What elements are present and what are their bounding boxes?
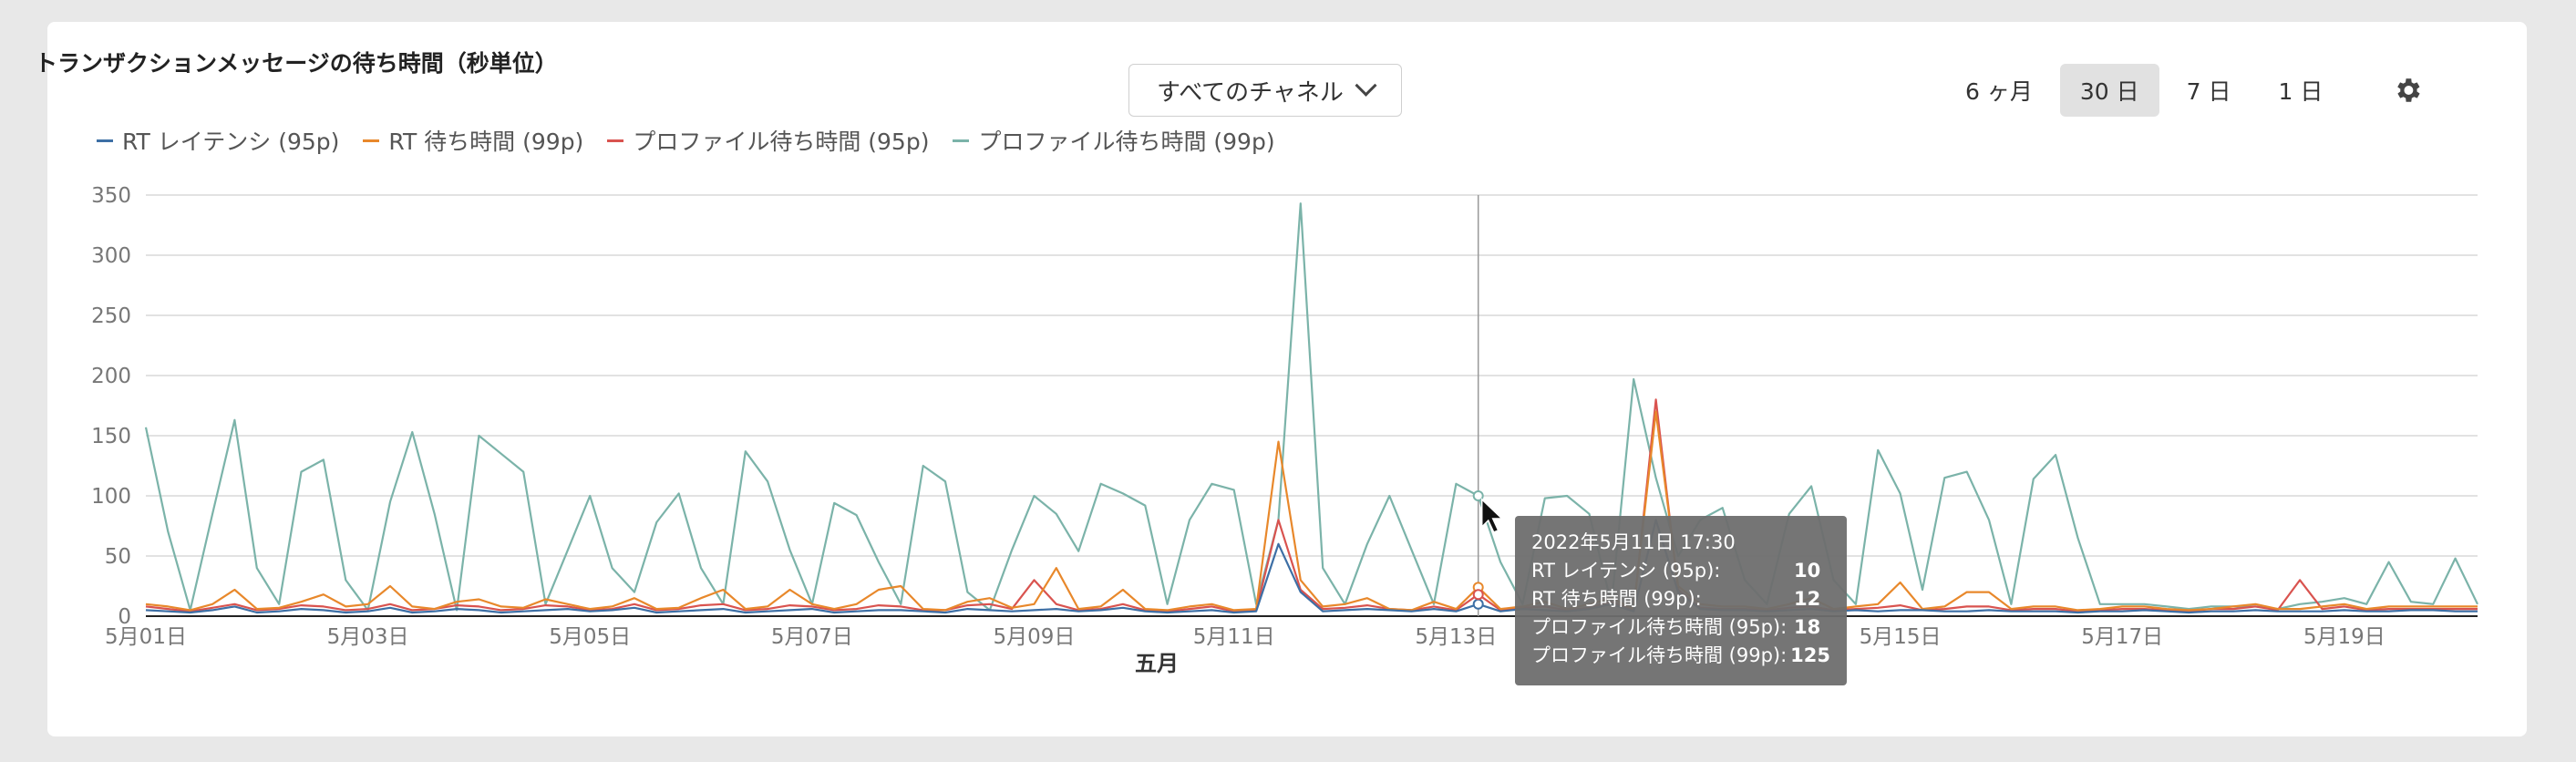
legend-item-rt99[interactable]: RT 待ち時間 (99p)	[363, 124, 583, 157]
y-tick-label: 300	[91, 244, 131, 268]
range-7-days-label: 7 日	[2186, 78, 2231, 105]
legend-item-prof95[interactable]: プロファイル待ち時間 (95p)	[607, 124, 929, 157]
legend-swatch-rt99	[363, 139, 380, 142]
x-tick-label: 5月09日	[994, 625, 1076, 649]
hover-point-2	[1472, 589, 1484, 601]
mouse-cursor-icon	[1480, 498, 1504, 533]
legend-label-rt95: RT レイテンシ (95p)	[122, 129, 340, 155]
y-tick-label: 0	[118, 605, 131, 629]
x-tick-label: 5月01日	[105, 625, 187, 649]
legend-label-prof95: プロファイル待ち時間 (95p)	[633, 129, 930, 155]
x-axis-title: 五月	[1135, 651, 1179, 676]
series-line-1	[145, 410, 2478, 612]
range-6-months-label: 6 ヶ月	[1965, 78, 2033, 105]
tooltip-row: プロファイル待ち時間 (95p): 18	[1531, 613, 1830, 642]
tooltip-label: プロファイル待ち時間 (95p):	[1531, 616, 1788, 638]
y-tick-label: 250	[91, 304, 131, 328]
y-tick-label: 350	[91, 184, 131, 208]
tooltip-label: RT 待ち時間 (99p):	[1531, 588, 1702, 610]
y-tick-label: 200	[91, 365, 131, 388]
series-line-3	[144, 202, 2478, 612]
hover-point-0	[1472, 598, 1484, 610]
range-30-days-label: 30 日	[2079, 78, 2139, 105]
range-1-day-label: 1 日	[2278, 78, 2324, 105]
hover-point-3	[1472, 490, 1484, 501]
chart-title: トランザクションメッセージの待ち時間（秒単位）	[35, 50, 558, 77]
time-range-group: 6 ヶ月 30 日 7 日 1 日	[1945, 64, 2343, 117]
channel-select[interactable]: すべてのチャネル	[1128, 64, 1402, 117]
chart-card	[47, 22, 2527, 736]
tooltip-value: 10	[1794, 560, 1821, 582]
x-tick-label: 5月13日	[1415, 625, 1497, 649]
y-tick-label: 100	[91, 485, 131, 509]
legend-label-prof99: プロファイル待ち時間 (99p)	[978, 129, 1275, 155]
range-30-days-button[interactable]: 30 日	[2059, 64, 2159, 117]
channel-select-value: すべてのチャネル	[1157, 78, 1344, 107]
tooltip-row: プロファイル待ち時間 (99p): 125	[1531, 642, 1830, 670]
tooltip-value: 125	[1790, 644, 1830, 666]
x-tick-label: 5月03日	[327, 625, 409, 649]
tooltip-time: 2022年5月11日 17:30	[1531, 531, 1736, 553]
x-tick-label: 5月19日	[2303, 625, 2385, 649]
range-1-day-button[interactable]: 1 日	[2258, 64, 2343, 117]
legend-item-prof99[interactable]: プロファイル待ち時間 (99p)	[953, 124, 1275, 157]
range-7-days-button[interactable]: 7 日	[2167, 64, 2251, 117]
tooltip-row: RT 待ち時間 (99p): 12	[1531, 585, 1830, 613]
x-tick-label: 5月11日	[1193, 625, 1275, 649]
chart-legend: RT レイテンシ (95p) RT 待ち時間 (99p) プロファイル待ち時間 …	[97, 124, 1275, 157]
x-tick-label: 5月07日	[771, 625, 853, 649]
legend-swatch-prof95	[607, 139, 624, 142]
x-tick-label: 5月15日	[1860, 625, 1942, 649]
x-tick-label: 5月17日	[2081, 625, 2163, 649]
range-6-months-button[interactable]: 6 ヶ月	[1945, 64, 2053, 117]
tooltip-value: 18	[1794, 616, 1821, 638]
tooltip-row: RT レイテンシ (95p): 10	[1531, 557, 1830, 585]
legend-item-rt95[interactable]: RT レイテンシ (95p)	[97, 124, 339, 157]
legend-swatch-prof99	[953, 139, 970, 142]
x-tick-label: 5月05日	[549, 625, 631, 649]
gear-icon[interactable]	[2392, 75, 2423, 106]
tooltip-label: RT レイテンシ (95p):	[1531, 560, 1721, 582]
tooltip-value: 12	[1794, 588, 1821, 610]
y-tick-label: 150	[91, 425, 131, 448]
series-line-0	[145, 519, 2478, 614]
tooltip-label: プロファイル待ち時間 (99p):	[1531, 644, 1788, 666]
y-tick-label: 50	[105, 545, 131, 569]
legend-swatch-rt95	[97, 139, 113, 142]
series-line-2	[145, 398, 2478, 613]
legend-label-rt99: RT 待ち時間 (99p)	[388, 129, 584, 155]
chart-tooltip: 2022年5月11日 17:30 RT レイテンシ (95p): 10 RT 待ち…	[1515, 516, 1847, 685]
